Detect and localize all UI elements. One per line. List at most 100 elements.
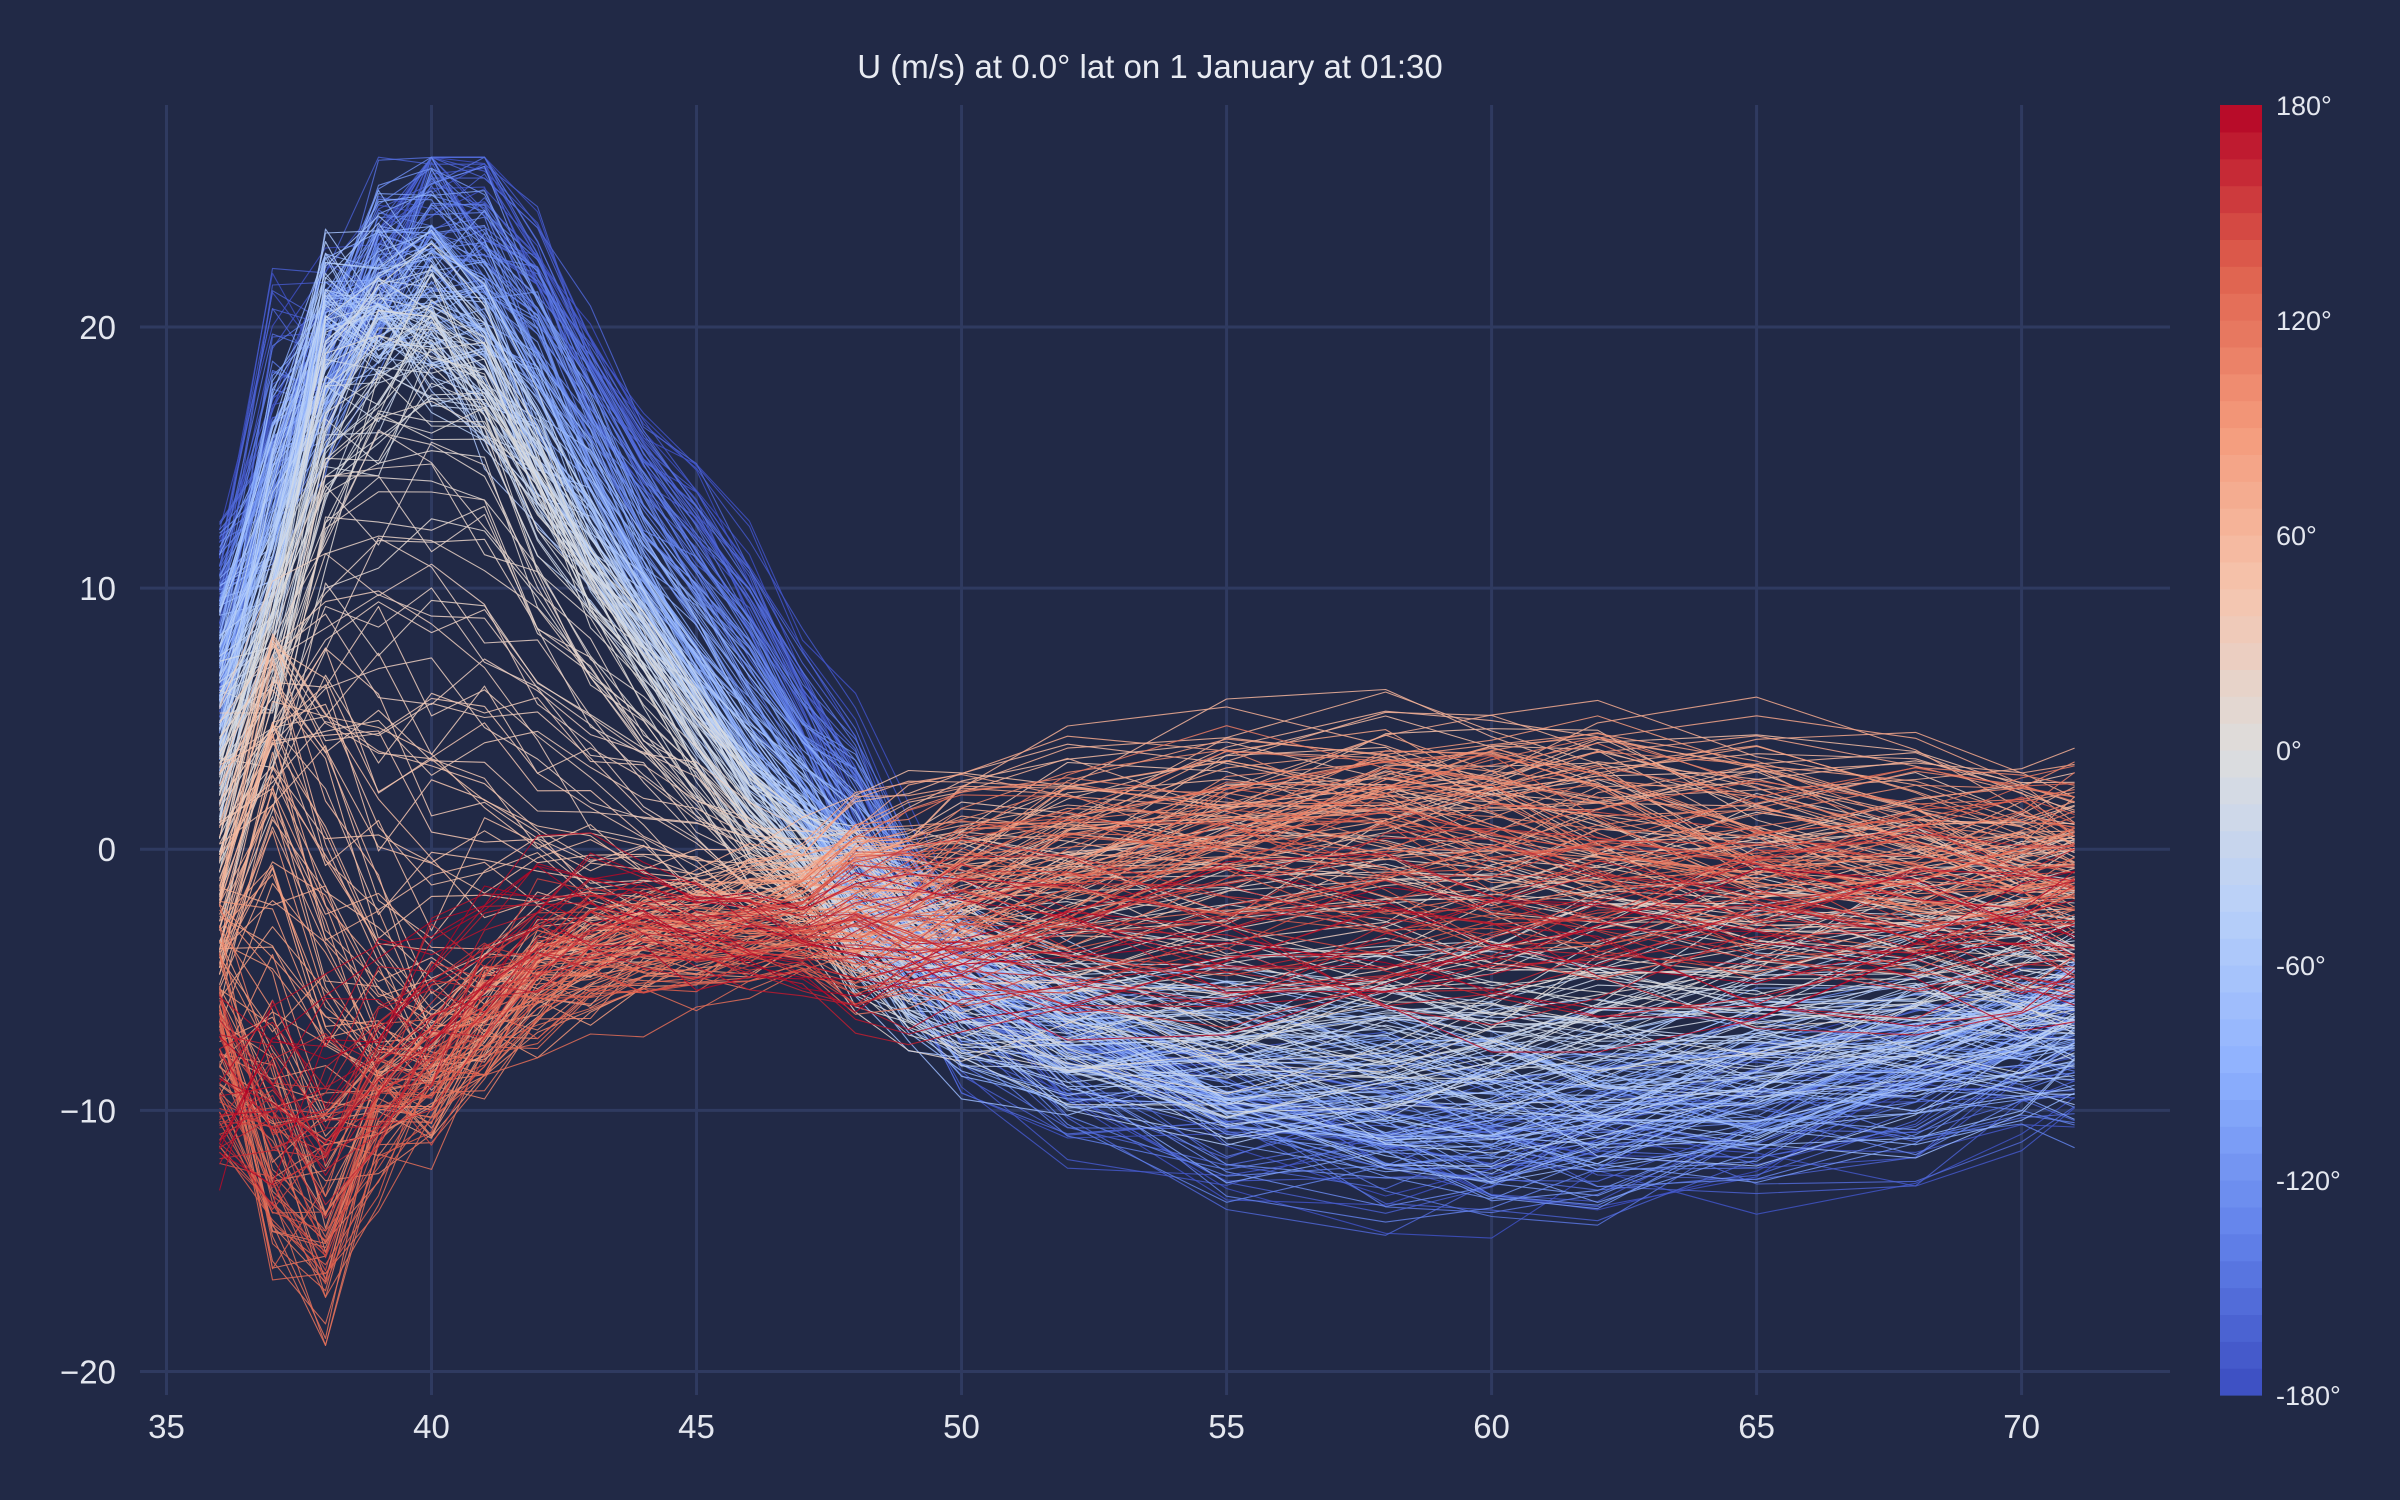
colorbar-segment xyxy=(2220,1341,2262,1369)
colorbar-segment xyxy=(2220,508,2262,536)
series-line xyxy=(219,738,2075,1060)
series-line xyxy=(219,647,2075,911)
series-line xyxy=(218,798,2075,1253)
series-line xyxy=(218,655,2075,1017)
series-line xyxy=(219,865,2075,1144)
colorbar-segment xyxy=(2220,1018,2262,1047)
series-line xyxy=(219,871,2075,1210)
series-line xyxy=(218,212,2075,1167)
colorbar-segment xyxy=(2220,266,2262,294)
y-tick-label: 0 xyxy=(98,831,116,868)
series-line xyxy=(219,290,2075,1166)
colorbar-tick-label: 180° xyxy=(2276,91,2332,121)
series-line xyxy=(218,767,2075,1283)
series-line xyxy=(219,865,2075,1186)
colorbar-segment xyxy=(2220,535,2262,563)
y-tick-label: −10 xyxy=(60,1092,116,1129)
series-line xyxy=(219,886,2075,1170)
colorbar-tick-label: 120° xyxy=(2276,306,2332,336)
colorbar-segment xyxy=(2220,776,2262,805)
colorbar-segment xyxy=(2220,696,2262,724)
series-line xyxy=(219,892,2075,1089)
colorbar-segment xyxy=(2220,723,2262,751)
series-line xyxy=(219,867,2075,1145)
colorbar-segment xyxy=(2220,1180,2262,1208)
series-line xyxy=(218,167,2075,1127)
colorbar-tick-label: -60° xyxy=(2276,951,2326,981)
x-tick-label: 55 xyxy=(1208,1408,1245,1445)
series-line xyxy=(219,742,2075,1253)
series-line xyxy=(218,780,2075,1281)
series-line xyxy=(219,335,2075,1072)
colorbar-tick-label: 60° xyxy=(2276,521,2317,551)
series-line xyxy=(218,852,2075,1191)
x-tick-label: 50 xyxy=(943,1408,980,1445)
series-line xyxy=(219,194,2075,1177)
series-line xyxy=(219,911,2075,1149)
colorbar-segment xyxy=(2220,481,2262,509)
series-line xyxy=(219,837,2075,1159)
colorbar-tick-label: -180° xyxy=(2276,1381,2341,1411)
series-line xyxy=(218,724,2075,953)
colorbar-segment xyxy=(2220,1099,2262,1127)
y-tick-label: 20 xyxy=(79,309,116,346)
x-axis-ticks: 35 40 45 50 55 60 65 70 xyxy=(148,1408,2040,1445)
series-line xyxy=(218,736,2075,1245)
colorbar-segment xyxy=(2220,1153,2262,1181)
series-line xyxy=(219,758,2075,1063)
series-line xyxy=(218,605,2075,1002)
series-line xyxy=(218,699,2075,1040)
colorbar-segment xyxy=(2220,454,2262,482)
colorbar-segment xyxy=(2220,427,2262,455)
series-line xyxy=(219,266,2075,1123)
series-line xyxy=(219,815,2075,1238)
colorbar xyxy=(2220,105,2262,1396)
series-line xyxy=(219,315,2075,1042)
series-line xyxy=(219,754,2075,1198)
colorbar-segment xyxy=(2220,212,2262,240)
series-line xyxy=(218,349,2075,1046)
series-line xyxy=(218,818,2075,1216)
colorbar-segment xyxy=(2220,857,2262,885)
series-line xyxy=(218,305,2075,1137)
series-line xyxy=(218,382,2075,1080)
series-line xyxy=(218,284,2075,1134)
colorbar-segment xyxy=(2220,803,2262,832)
series-line xyxy=(219,475,2075,977)
series-line xyxy=(219,852,2075,1048)
series-line xyxy=(218,841,2075,1244)
colorbar-segment xyxy=(2220,158,2262,187)
colorbar-segment xyxy=(2220,669,2262,697)
series-line xyxy=(219,839,2075,1141)
colorbar-segment xyxy=(2220,938,2262,966)
y-tick-label: 10 xyxy=(79,570,116,607)
colorbar-segment xyxy=(2220,588,2262,617)
series-line xyxy=(218,792,2075,1249)
x-tick-label: 65 xyxy=(1738,1408,1775,1445)
colorbar-segment xyxy=(2220,373,2262,402)
series-line xyxy=(219,766,2075,1182)
colorbar-segment xyxy=(2220,400,2262,429)
series-line xyxy=(219,891,2075,1116)
colorbar-segment xyxy=(2220,1368,2262,1396)
y-tick-label: −20 xyxy=(60,1353,116,1390)
colorbar-segment xyxy=(2220,750,2262,778)
series-line xyxy=(219,715,2075,1123)
colorbar-segment xyxy=(2220,1233,2262,1262)
series-line xyxy=(219,899,2075,1087)
colorbar-segment xyxy=(2220,615,2262,644)
series-line xyxy=(218,796,2075,1241)
colorbar-segment xyxy=(2220,991,2262,1020)
y-axis-ticks: −20 −10 0 10 20 xyxy=(60,309,116,1391)
colorbar-segment xyxy=(2220,1072,2262,1100)
series-lines xyxy=(218,156,2076,1346)
series-line xyxy=(219,863,2075,1189)
colorbar-segment xyxy=(2220,911,2262,939)
colorbar-ticks: -180° -120° -60° 0° 60° 120° 180° xyxy=(2276,91,2341,1411)
series-line xyxy=(218,782,2075,1082)
colorbar-segment xyxy=(2220,561,2262,590)
colorbar-tick-label: 0° xyxy=(2276,736,2302,766)
series-line xyxy=(219,844,2075,1272)
